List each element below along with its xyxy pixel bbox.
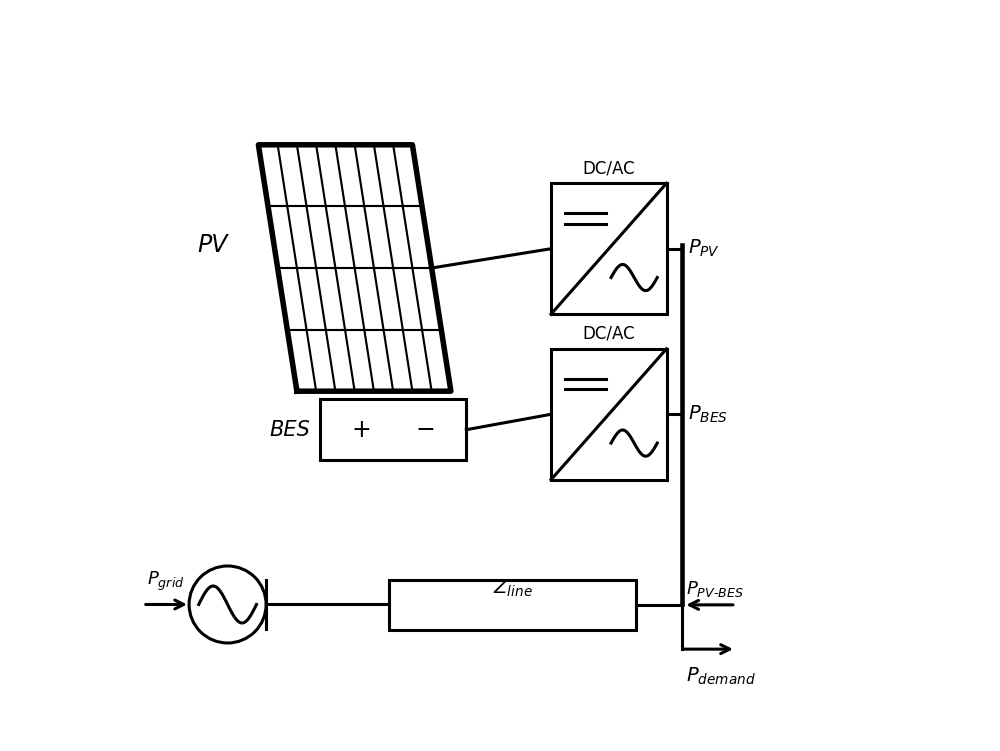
Text: −: − — [415, 418, 435, 442]
Text: $Z_{line}$: $Z_{line}$ — [493, 578, 532, 599]
Text: $P_{grid}$: $P_{grid}$ — [147, 570, 184, 593]
Bar — [551, 349, 667, 480]
Text: $P_{PV\text{-}BES}$: $P_{PV\text{-}BES}$ — [686, 579, 744, 599]
Text: $P_{PV}$: $P_{PV}$ — [688, 238, 720, 259]
Text: DC/AC: DC/AC — [582, 324, 635, 342]
Text: PV: PV — [197, 233, 228, 257]
Text: DC/AC: DC/AC — [582, 159, 635, 177]
Text: BES: BES — [270, 420, 311, 439]
Text: $P_{demand}$: $P_{demand}$ — [686, 666, 756, 687]
Bar — [389, 580, 636, 630]
Bar — [551, 183, 667, 314]
Text: $P_{BES}$: $P_{BES}$ — [688, 403, 728, 425]
Bar — [320, 399, 466, 460]
Text: +: + — [351, 418, 371, 442]
